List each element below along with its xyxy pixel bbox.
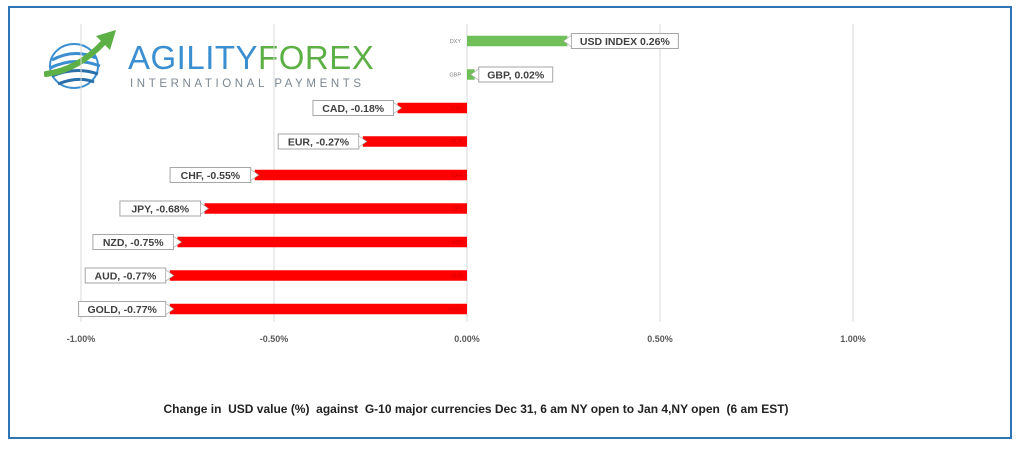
category-label: DXY [450,39,462,45]
category-label: NZD [452,240,463,246]
category-label: GOLD [447,307,463,313]
x-tick-label: -0.50% [260,334,289,344]
data-label-pointer [173,235,183,249]
data-label-pointer [250,168,260,182]
data-label: JPY, -0.68% [131,204,189,216]
bar-nzd [177,236,467,248]
bar-gold [169,303,467,315]
data-label-pointer [393,101,403,115]
bar-dxy [467,35,568,47]
data-label: NZD, -0.75% [103,237,164,249]
swoosh-globe-icon [44,30,116,89]
data-label-pointer [358,135,368,148]
logo-wordmark: AGILITYFOREX [128,40,374,76]
chart-caption: Change in USD value (%) against G-10 maj… [163,402,789,416]
category-label: JPY [453,207,463,213]
data-label: AUD, -0.77% [95,271,158,283]
data-label: GBP, 0.02% [487,70,545,82]
category-label: CAD [451,106,463,112]
bar-eur [362,136,467,147]
category-label: EUR [451,140,463,146]
category-label: GBP [449,73,461,79]
data-label-pointer [562,34,572,48]
bar-cad [397,102,467,114]
bar-aud [169,270,467,281]
data-label: GOLD, -0.77% [87,304,157,316]
x-tick-label: 1.00% [840,334,866,344]
data-label: EUR, -0.27% [288,137,350,149]
data-label: USD INDEX 0.26% [580,36,671,48]
data-label: CAD, -0.18% [322,103,385,115]
bar-chf [254,169,467,181]
x-tick-label: 0.00% [454,334,480,344]
category-label: AUD [451,274,463,280]
data-label-pointer [200,202,210,215]
data-label: CHF, -0.55% [181,170,241,182]
data-label-pointer [165,269,175,282]
x-tick-label: 0.50% [647,334,673,344]
category-label: CHF [452,173,464,179]
logo-name-part2: FOREX [258,39,375,76]
logo-name-part1: AGILITY [128,39,259,76]
logo-tagline: INTERNATIONAL PAYMENTS [130,78,365,90]
data-label-pointer [470,68,480,81]
agility-forex-logo: AGILITYFOREX INTERNATIONAL PAYMENTS [44,26,374,98]
x-tick-label: -1.00% [67,334,96,344]
data-label-pointer [165,302,175,316]
bar-jpy [204,203,467,214]
